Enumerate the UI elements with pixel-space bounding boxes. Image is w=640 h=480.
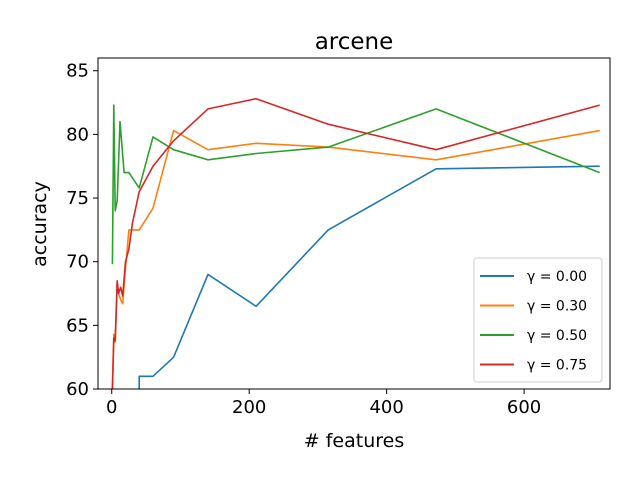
legend-label-gamma-000: γ = 0.00 (527, 269, 587, 285)
y-tick-label: 60 (66, 379, 89, 400)
x-tick-label: 400 (369, 397, 403, 418)
legend-label-gamma-075: γ = 0.75 (527, 358, 587, 374)
series-line-gamma-075 (111, 97, 600, 389)
plot-frame (97, 57, 611, 390)
chart-title: arcene (315, 29, 394, 55)
legend-box (473, 257, 603, 383)
y-tick-label: 80 (66, 124, 89, 145)
series-layer (111, 97, 600, 389)
legend-label-gamma-030: γ = 0.30 (527, 299, 587, 315)
series-line-gamma-000 (138, 165, 600, 389)
x-tick-label: 600 (507, 397, 541, 418)
series-line-gamma-050 (111, 104, 600, 265)
x-axis: 0 200 400 600 (106, 389, 541, 418)
y-tick-label: 70 (66, 252, 89, 273)
y-tick-label: 65 (66, 315, 89, 336)
legend-label-gamma-050: γ = 0.50 (527, 328, 587, 344)
y-axis: 60 65 70 75 80 85 (66, 61, 98, 400)
x-tick-label: 0 (106, 397, 117, 418)
x-axis-label: # features (304, 430, 404, 452)
y-tick-label: 85 (66, 61, 89, 82)
x-tick-label: 200 (232, 397, 266, 418)
y-axis-label: accuracy (29, 181, 51, 267)
legend: γ = 0.00 γ = 0.30 γ = 0.50 γ = 0.75 (473, 257, 603, 383)
y-tick-label: 75 (66, 188, 89, 209)
